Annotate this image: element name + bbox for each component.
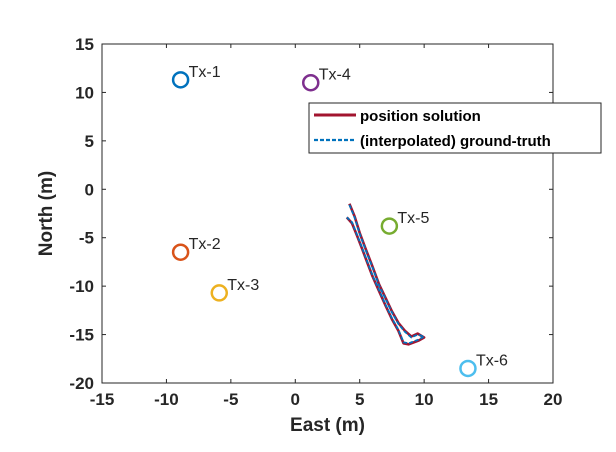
trajectory-layer bbox=[345, 203, 426, 346]
y-tick-label: 0 bbox=[85, 180, 94, 199]
transmitter-marker-tx-4 bbox=[301, 73, 320, 92]
transmitter-label-tx-2: Tx-2 bbox=[189, 236, 221, 253]
x-tick-label: 0 bbox=[291, 390, 300, 409]
y-axis-label: North (m) bbox=[36, 171, 57, 256]
transmitter-label-tx-6: Tx-6 bbox=[476, 352, 508, 369]
transmitter-layer: Tx-1 Tx-2 Tx-3 Tx-4 Tx-5 Tx-6 bbox=[171, 64, 508, 378]
y-tick-label: -10 bbox=[69, 277, 94, 296]
axes-box bbox=[101, 43, 554, 384]
transmitter-marker-tx-5 bbox=[380, 217, 399, 235]
transmitter-marker-tx-6 bbox=[459, 359, 477, 378]
transmitter-label-tx-3: Tx-3 bbox=[227, 277, 259, 294]
x-tick-label: -5 bbox=[223, 390, 238, 409]
legend: position solution (interpolated) ground-… bbox=[308, 102, 602, 154]
x-tick-label: 5 bbox=[355, 390, 364, 409]
x-axis-label: East (m) bbox=[290, 415, 365, 436]
transmitter-marker-tx-2 bbox=[171, 243, 190, 261]
y-tick-label: 5 bbox=[85, 132, 94, 151]
y-tick-label: -15 bbox=[69, 326, 94, 345]
legend-box bbox=[308, 102, 602, 154]
y-tick-label: 15 bbox=[75, 35, 94, 54]
legend-entry-ground-truth: (interpolated) ground-truth bbox=[360, 133, 551, 150]
legend-entry-position-solution: position solution bbox=[360, 108, 481, 125]
x-tick-label: 20 bbox=[544, 390, 563, 409]
x-tick-label: -10 bbox=[154, 390, 179, 409]
transmitter-marker-tx-1 bbox=[171, 71, 190, 89]
transmitter-label-tx-1: Tx-1 bbox=[189, 64, 221, 81]
transmitter-label-tx-5: Tx-5 bbox=[397, 210, 429, 227]
x-tick-label: 15 bbox=[479, 390, 498, 409]
x-tick-label: 10 bbox=[415, 390, 434, 409]
series-ground-truth bbox=[346, 204, 426, 345]
y-tick-label: -20 bbox=[69, 374, 94, 393]
transmitter-marker-tx-3 bbox=[210, 284, 229, 302]
y-tick-label: 10 bbox=[75, 83, 94, 102]
transmitter-label-tx-4: Tx-4 bbox=[319, 67, 351, 84]
x-tick-label: -15 bbox=[90, 390, 115, 409]
y-tick-label: -5 bbox=[79, 229, 94, 248]
